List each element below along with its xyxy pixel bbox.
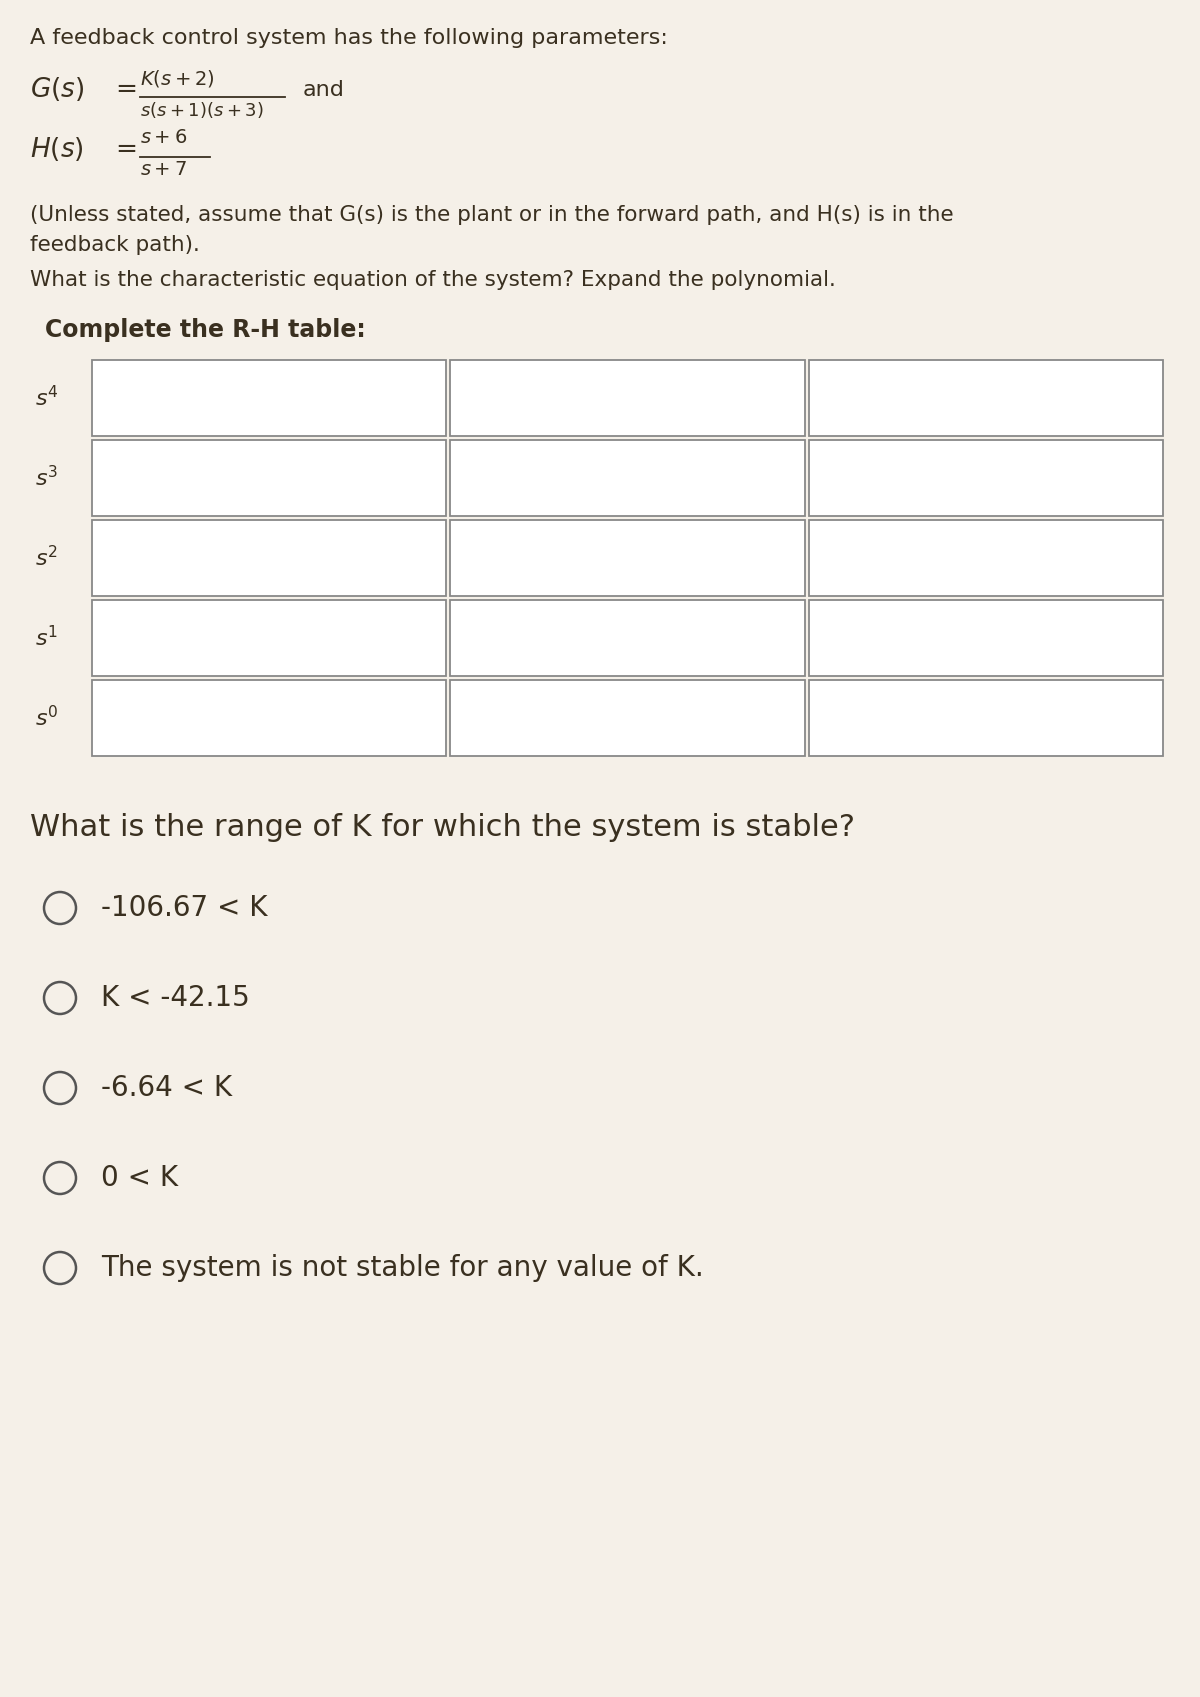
Text: A feedback control system has the following parameters:: A feedback control system has the follow…: [30, 27, 668, 48]
Text: and: and: [302, 80, 344, 100]
Text: $=$: $=$: [110, 75, 137, 102]
Text: $H(s)$: $H(s)$: [30, 136, 84, 163]
Text: $s^2$: $s^2$: [35, 545, 58, 570]
Bar: [450, 680, 805, 755]
Text: Complete the R-H table:: Complete the R-H table:: [46, 317, 366, 343]
Text: $s^3$: $s^3$: [35, 465, 58, 490]
Bar: [809, 360, 1163, 436]
Text: $s+6$: $s+6$: [140, 127, 187, 148]
Bar: [450, 519, 805, 596]
Bar: [809, 440, 1163, 516]
Bar: [92, 519, 446, 596]
Bar: [92, 680, 446, 755]
Text: What is the range of K for which the system is stable?: What is the range of K for which the sys…: [30, 813, 854, 842]
Bar: [450, 601, 805, 675]
Text: (Unless stated, assume that G(s) is the plant or in the forward path, and H(s) i: (Unless stated, assume that G(s) is the …: [30, 205, 954, 256]
Text: $K(s+2)$: $K(s+2)$: [140, 68, 215, 88]
Text: $s(s+1)(s+3)$: $s(s+1)(s+3)$: [140, 100, 264, 120]
Text: The system is not stable for any value of K.: The system is not stable for any value o…: [101, 1254, 703, 1281]
Bar: [92, 360, 446, 436]
Bar: [809, 601, 1163, 675]
Text: $=$: $=$: [110, 136, 137, 161]
Bar: [809, 519, 1163, 596]
Text: $s^1$: $s^1$: [35, 626, 58, 650]
Text: What is the characteristic equation of the system? Expand the polynomial.: What is the characteristic equation of t…: [30, 270, 836, 290]
Bar: [92, 440, 446, 516]
Circle shape: [44, 983, 76, 1015]
Text: $s^4$: $s^4$: [35, 385, 59, 411]
Bar: [92, 601, 446, 675]
Circle shape: [44, 1162, 76, 1195]
Text: 0 < K: 0 < K: [101, 1164, 178, 1191]
Text: K < -42.15: K < -42.15: [101, 984, 250, 1011]
Bar: [809, 680, 1163, 755]
Circle shape: [44, 893, 76, 923]
Bar: [450, 360, 805, 436]
Text: $s^0$: $s^0$: [35, 706, 59, 731]
Bar: [450, 440, 805, 516]
Text: $s+7$: $s+7$: [140, 160, 187, 178]
Circle shape: [44, 1252, 76, 1285]
Circle shape: [44, 1073, 76, 1105]
Text: -106.67 < K: -106.67 < K: [101, 894, 268, 921]
Text: -6.64 < K: -6.64 < K: [101, 1074, 232, 1101]
Text: $G(s)$: $G(s)$: [30, 75, 84, 104]
